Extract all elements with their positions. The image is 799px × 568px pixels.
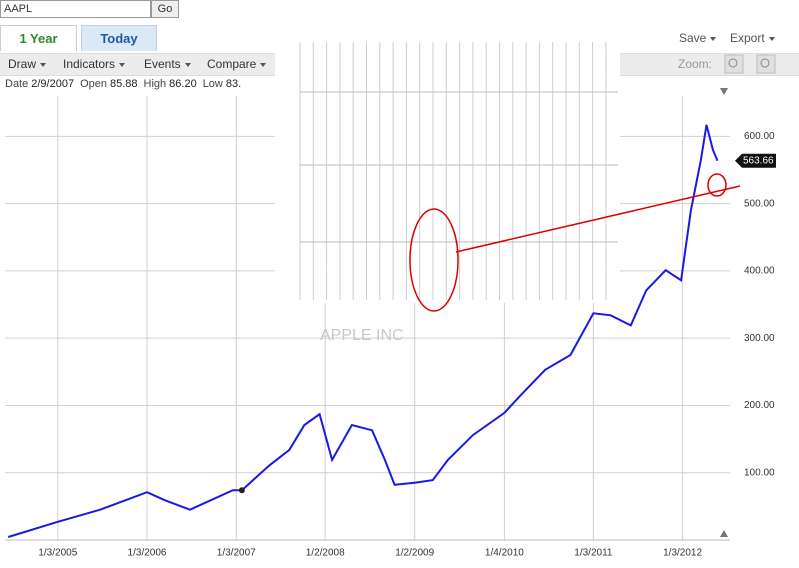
save-menu[interactable]: Save <box>679 31 717 45</box>
y-tick-label: 300.00 <box>744 333 775 344</box>
zoom-out-icon <box>760 58 770 68</box>
events-menu[interactable]: Events <box>144 57 191 71</box>
x-tick-label: 1/2/2008 <box>306 548 345 559</box>
inset-background <box>275 38 620 303</box>
info-value: 85.88 <box>110 78 138 90</box>
x-tick-label: 1/3/2006 <box>128 548 167 559</box>
last-price-tag <box>735 153 776 168</box>
annotation-circle <box>707 173 727 197</box>
y-tick-label: 200.00 <box>744 400 775 411</box>
y-tick-label: 500.00 <box>744 198 775 209</box>
zoom-in-icon <box>728 58 738 68</box>
cursor-dot <box>238 487 245 494</box>
info-label: High <box>143 78 167 90</box>
x-tick-label: 1/3/2005 <box>38 548 77 559</box>
price-line <box>7 124 719 538</box>
info-value: 86.20 <box>169 78 197 90</box>
tab[interactable]: Today <box>81 25 157 51</box>
label: Events <box>144 57 181 71</box>
info-label: Low <box>202 78 223 90</box>
draw-menu[interactable]: Draw <box>8 57 47 71</box>
tab[interactable]: 1 Year <box>0 25 77 51</box>
label: Draw <box>8 57 37 71</box>
zoom-label: Zoom: <box>678 57 713 71</box>
inset <box>275 38 620 303</box>
info-label: Date <box>5 78 29 90</box>
last-price-label: 563.66 <box>743 155 774 166</box>
symbol-input[interactable]: AAPL <box>0 0 151 18</box>
x-tick-label: 1/3/2012 <box>663 548 702 559</box>
label: Compare <box>207 57 257 71</box>
x-tick-label: 1/3/2011 <box>574 548 613 559</box>
label: Export <box>730 31 765 45</box>
scroll-down[interactable] <box>720 530 728 537</box>
zoom-in[interactable] <box>724 54 744 74</box>
info-label: Open <box>80 78 107 90</box>
export-menu[interactable]: Export <box>730 31 775 45</box>
annotation-circle <box>409 208 459 312</box>
watermark: APPLE INC <box>320 327 404 344</box>
x-tick-label: 1/4/2010 <box>485 548 524 559</box>
zoom-out[interactable] <box>756 54 776 74</box>
y-tick-label: 400.00 <box>744 266 775 277</box>
scroll-up[interactable] <box>720 88 728 95</box>
go-button[interactable]: Go <box>151 0 179 18</box>
x-tick-label: 1/2/2009 <box>395 548 434 559</box>
indicators-menu[interactable]: Indicators <box>63 57 126 71</box>
label: Save <box>679 31 707 45</box>
x-tick-label: 1/3/2007 <box>217 548 256 559</box>
info-value: 2/9/2007 <box>31 78 75 90</box>
info-row: Date 2/9/2007 Open 85.88 High 86.20 Low 83. <box>5 78 247 90</box>
label: Indicators <box>63 57 116 71</box>
compare-menu[interactable]: Compare <box>207 57 267 71</box>
y-tick-label: 600.00 <box>744 131 775 142</box>
y-tick-label: 100.00 <box>744 467 775 478</box>
annotation-line <box>455 185 741 253</box>
info-value: 83. <box>225 78 242 90</box>
